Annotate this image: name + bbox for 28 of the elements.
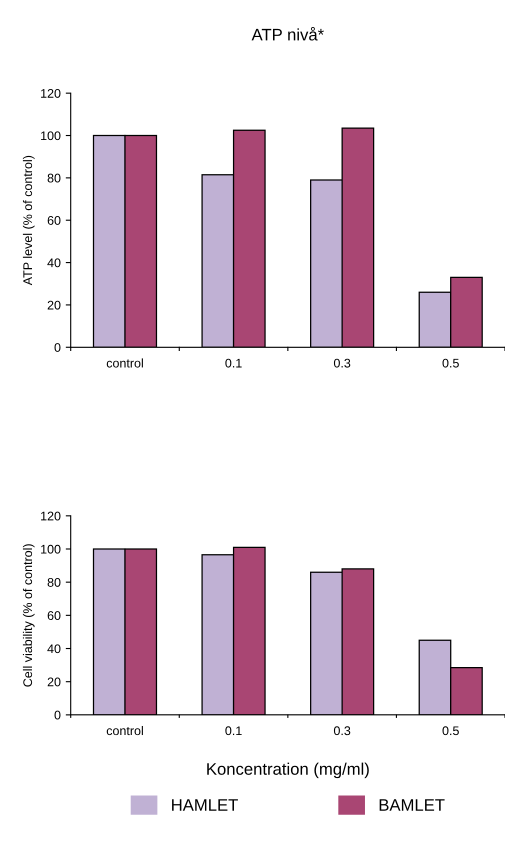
x-axis-title: Koncentration (mg/ml) (207, 762, 369, 778)
y-tick-label: 40 (47, 258, 60, 268)
legend-label: BAMLET (380, 799, 445, 811)
x-tick-label: 0.1 (225, 726, 242, 736)
y-tick-label: 20 (48, 300, 60, 310)
y-tick-label: 40 (47, 644, 60, 654)
y-tick-label: 120 (41, 512, 60, 520)
y-tick-label: 100 (41, 544, 60, 554)
x-tick-label: 0.3 (334, 358, 350, 368)
y-axis-title: ATP level (% of control) (22, 156, 35, 286)
y-axis-title: Cell viability (% of control) (22, 544, 35, 687)
x-tick-label: control (106, 726, 143, 736)
y-tick-label: 120 (41, 88, 60, 98)
x-tick-label: 0.1 (225, 358, 242, 368)
y-tick-label: 0 (54, 710, 60, 720)
x-tick-label: 0.5 (442, 358, 459, 368)
x-tick-label: 0.5 (442, 726, 459, 736)
x-tick-label: 0.3 (334, 726, 350, 736)
chart-title: ATP nivå* (252, 26, 324, 41)
y-tick-label: 20 (48, 677, 60, 686)
y-tick-label: 60 (48, 611, 60, 620)
x-tick-label: control (106, 358, 143, 368)
y-tick-label: 0 (54, 343, 60, 352)
legend-label: HAMLET (172, 799, 238, 811)
y-tick-label: 100 (41, 131, 60, 140)
y-tick-label: 60 (48, 216, 60, 225)
y-tick-label: 80 (48, 578, 60, 587)
y-tick-label: 80 (48, 174, 60, 183)
